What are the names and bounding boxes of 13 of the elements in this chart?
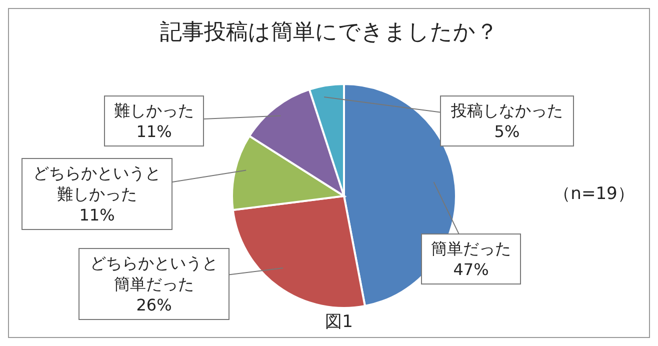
data-label: 5% — [494, 122, 520, 141]
slice-label: 投稿しなかった — [450, 101, 563, 120]
caption: 図1 — [325, 312, 353, 332]
slice-label: 簡単だった — [431, 239, 511, 258]
data-label: 26% — [136, 296, 172, 314]
slice-label: どちらかというと簡単だった — [90, 254, 218, 294]
data-label: 11% — [79, 206, 115, 224]
slice-label: どちらかというと難しかった — [33, 164, 161, 204]
slice-label: 難しかった — [114, 101, 194, 120]
text: （n=19） — [554, 184, 634, 204]
data-label: 47% — [453, 260, 489, 279]
chart-title: 記事投稿は簡単にできましたか？ — [160, 20, 498, 45]
data-label: 11% — [136, 122, 172, 141]
